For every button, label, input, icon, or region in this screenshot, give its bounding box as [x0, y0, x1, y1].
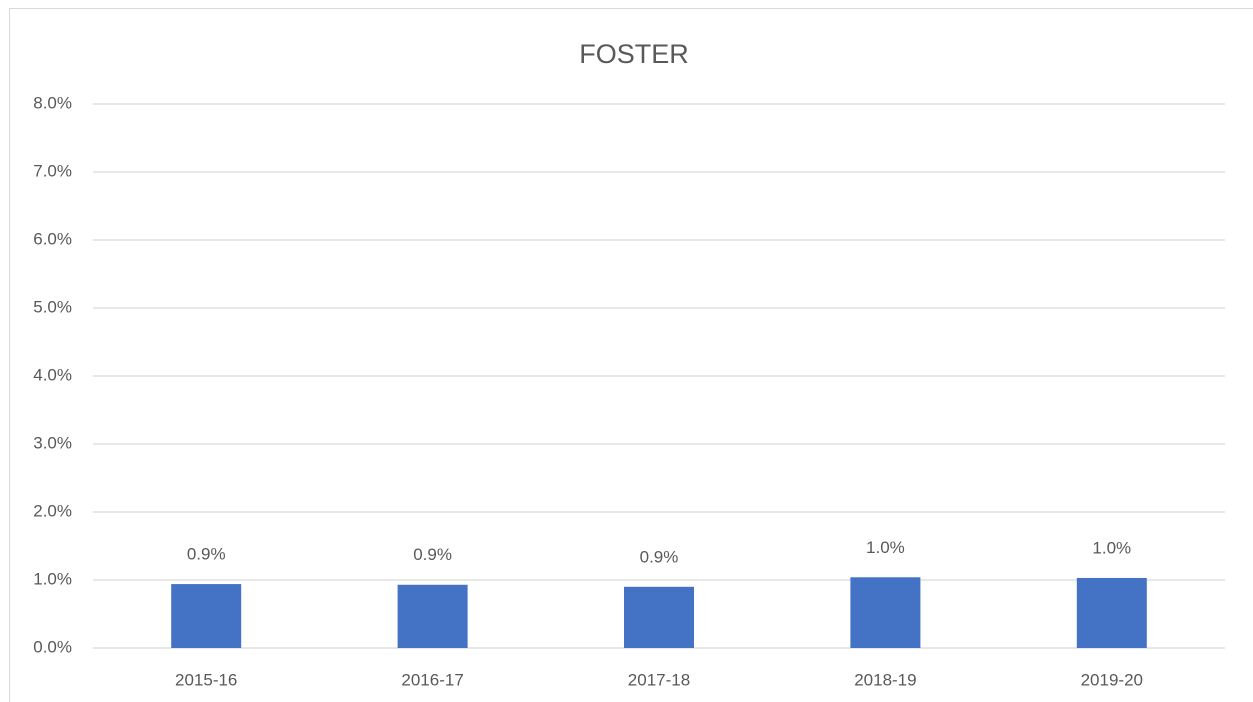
bar	[1076, 577, 1147, 648]
bar	[624, 586, 694, 648]
x-tick-label: 2018-19	[854, 670, 916, 689]
data-label: 1.0%	[1092, 538, 1131, 557]
y-tick-label: 0.0%	[33, 637, 72, 656]
chart-title: FOSTER	[579, 39, 689, 69]
y-tick-label: 3.0%	[33, 433, 72, 452]
y-tick-label: 7.0%	[33, 161, 72, 180]
y-tick-label: 6.0%	[33, 229, 72, 248]
data-label: 0.9%	[187, 545, 226, 564]
y-tick-label: 5.0%	[33, 297, 72, 316]
data-label: 0.9%	[413, 545, 452, 564]
y-tick-label: 2.0%	[33, 501, 72, 520]
x-tick-label: 2019-20	[1081, 670, 1143, 689]
bar	[171, 584, 242, 648]
x-tick-label: 2015-16	[175, 670, 237, 689]
bar	[850, 577, 921, 648]
x-tick-label: 2017-18	[628, 670, 690, 689]
y-tick-label: 4.0%	[33, 365, 72, 384]
y-tick-label: 1.0%	[33, 569, 72, 588]
chart-border	[9, 8, 1253, 702]
bar	[397, 584, 468, 648]
y-tick-label: 8.0%	[33, 93, 72, 112]
data-label: 1.0%	[866, 538, 905, 557]
data-label: 0.9%	[640, 547, 679, 566]
x-tick-label: 2016-17	[401, 670, 463, 689]
